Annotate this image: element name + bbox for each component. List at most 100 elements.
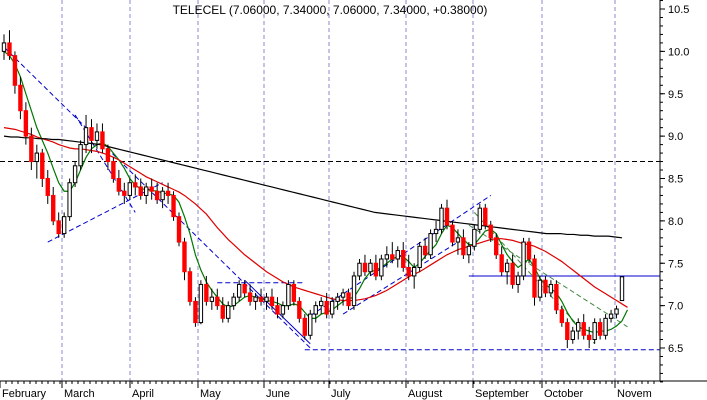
candle-down (105, 148, 111, 163)
candle-up (253, 296, 258, 302)
trendline (47, 182, 163, 243)
candle-down (154, 190, 160, 201)
candle-up (521, 241, 526, 277)
candle-down (291, 283, 297, 302)
candle-down (23, 110, 29, 137)
horizontal-levels (0, 161, 660, 351)
candle-down (302, 317, 307, 336)
candle-down (373, 262, 379, 277)
candle-up (335, 296, 340, 302)
candle-down (483, 207, 488, 226)
candle-up (504, 262, 510, 273)
candle-up (72, 165, 78, 184)
candle-down (7, 42, 12, 57)
candle-down (461, 237, 466, 256)
candle-up (384, 254, 390, 260)
candle-up (576, 322, 581, 332)
candle-down (401, 250, 406, 268)
candle-down (56, 220, 61, 235)
y-tick-label: 7.5 (668, 258, 683, 270)
candle-down (258, 296, 264, 302)
candle-up (308, 313, 313, 336)
candle-down (510, 262, 515, 285)
candle-up (548, 283, 554, 294)
candle-down (51, 194, 56, 222)
candle-down (346, 292, 351, 307)
candle-up (603, 317, 608, 336)
candle-down (89, 127, 94, 141)
candle-up (340, 292, 346, 298)
candle-up (417, 245, 422, 268)
candle-down (324, 300, 329, 315)
candle-up (515, 275, 521, 285)
candle-up (143, 186, 149, 196)
candle-down (532, 258, 537, 298)
candle-up (67, 182, 72, 218)
y-tick-label: 7.0 (668, 301, 683, 313)
candle-up (395, 250, 400, 260)
candle-down (242, 283, 247, 294)
y-tick-label: 8.5 (668, 174, 683, 186)
candle-up (209, 296, 215, 302)
candle-down (220, 305, 225, 319)
candle-up (78, 144, 83, 167)
candle-down (116, 178, 122, 192)
y-tick-label: 6.5 (668, 343, 683, 355)
ma-long-line (3, 135, 623, 239)
candle-up (313, 305, 318, 315)
trendline (342, 241, 459, 315)
candle-down (149, 186, 154, 192)
candle-up (94, 131, 100, 141)
candle-up (226, 305, 231, 319)
candle-down (581, 322, 586, 336)
candle-down (362, 262, 368, 273)
candle-up (198, 283, 204, 324)
candle-up (351, 275, 357, 307)
candle-down (182, 241, 187, 273)
x-tick-label: August (408, 388, 442, 400)
x-tick-label: July (331, 388, 351, 400)
candle-up (34, 152, 40, 163)
candle-up (592, 322, 597, 341)
candle-down (494, 237, 499, 256)
candle-up (537, 279, 543, 298)
candle-down (297, 300, 302, 319)
candle-up (472, 228, 477, 247)
candle-up (614, 308, 619, 315)
x-tick-label: February (2, 388, 47, 400)
candle-up (455, 237, 461, 243)
candle-down (193, 300, 198, 324)
candle-down (133, 182, 138, 188)
candle-up (231, 296, 236, 307)
candle-up (411, 266, 417, 277)
y-tick-label: 9.0 (668, 131, 683, 143)
candle-up (280, 305, 286, 315)
candle-up (477, 207, 483, 230)
y-tick-label: 10.0 (668, 46, 689, 58)
y-tick-label: 9.5 (668, 89, 683, 101)
trendline (309, 195, 492, 317)
candle-down (565, 322, 570, 341)
candle-up (357, 262, 362, 277)
candle-down (499, 254, 504, 273)
candle-up (466, 245, 472, 256)
candle-down (12, 55, 18, 86)
candle-up (236, 283, 242, 298)
candle-down (40, 152, 45, 179)
candle-up (428, 233, 433, 256)
candle-down (18, 84, 23, 112)
candle-down (171, 194, 176, 218)
chart-title: TELECEL (7.06000, 7.34000, 7.06000, 7.34… (173, 3, 488, 17)
candle-down (543, 279, 548, 294)
x-tick-label: March (64, 388, 95, 400)
candle-down (100, 131, 105, 150)
x-tick-label: September (475, 388, 529, 400)
candle-down (215, 296, 220, 307)
candle-down (275, 305, 280, 315)
candle-down (406, 266, 411, 277)
candle-down (559, 309, 565, 324)
y-tick-label: 8.0 (668, 216, 683, 228)
candle-up (61, 216, 67, 235)
